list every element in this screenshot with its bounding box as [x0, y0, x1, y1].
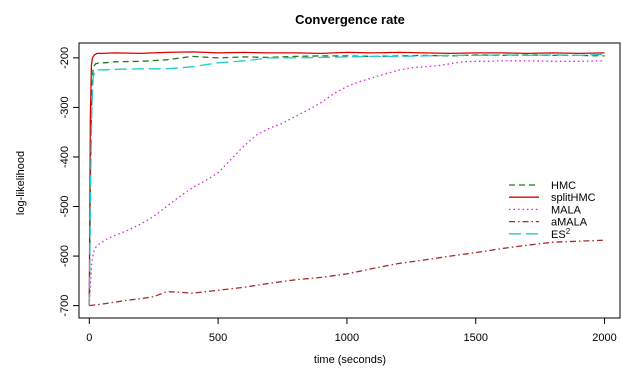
legend-label-text: HMC — [551, 180, 576, 192]
y-tick-label: -400 — [59, 146, 71, 168]
x-tick-label: 2000 — [592, 332, 616, 344]
legend-label: splitHMC — [551, 192, 596, 204]
series-line-amala — [89, 239, 605, 307]
x-tick-label: 500 — [209, 332, 227, 344]
y-tick-label: -200 — [59, 47, 71, 69]
y-axis-label: log-likelihood — [15, 151, 27, 215]
series-layer — [88, 51, 605, 307]
legend-label-text: ES — [551, 229, 566, 241]
legend-label-superscript: 2 — [566, 227, 571, 236]
y-tick-label: -600 — [59, 245, 71, 267]
legend-label: ES2 — [551, 227, 571, 241]
series-line-hmc — [88, 54, 605, 306]
y-tick-label: -700 — [59, 295, 71, 317]
series-line-es2 — [88, 53, 605, 306]
x-axis: 0 500 1000 1500 2000 — [86, 318, 617, 344]
x-tick-label: 1000 — [335, 332, 359, 344]
legend-label: HMC — [551, 180, 576, 192]
x-tick-label: 1500 — [463, 332, 487, 344]
y-axis: -700 -600 -500 -400 -300 -200 — [59, 47, 79, 317]
y-tick-label: -300 — [59, 96, 71, 118]
chart-title: Convergence rate — [295, 12, 405, 27]
legend-label-text: aMALA — [551, 217, 588, 229]
plot-frame — [78, 42, 621, 319]
legend-label-text: MALA — [551, 204, 582, 216]
legend-label: aMALA — [551, 217, 588, 229]
y-tick-label: -500 — [59, 195, 71, 217]
legend-label: MALA — [551, 204, 582, 216]
series-line-splithmc — [88, 51, 605, 306]
x-axis-label: time (seconds) — [314, 354, 386, 366]
legend-label-text: splitHMC — [551, 192, 596, 204]
x-tick-label: 0 — [86, 332, 92, 344]
series-line-mala — [88, 60, 605, 306]
